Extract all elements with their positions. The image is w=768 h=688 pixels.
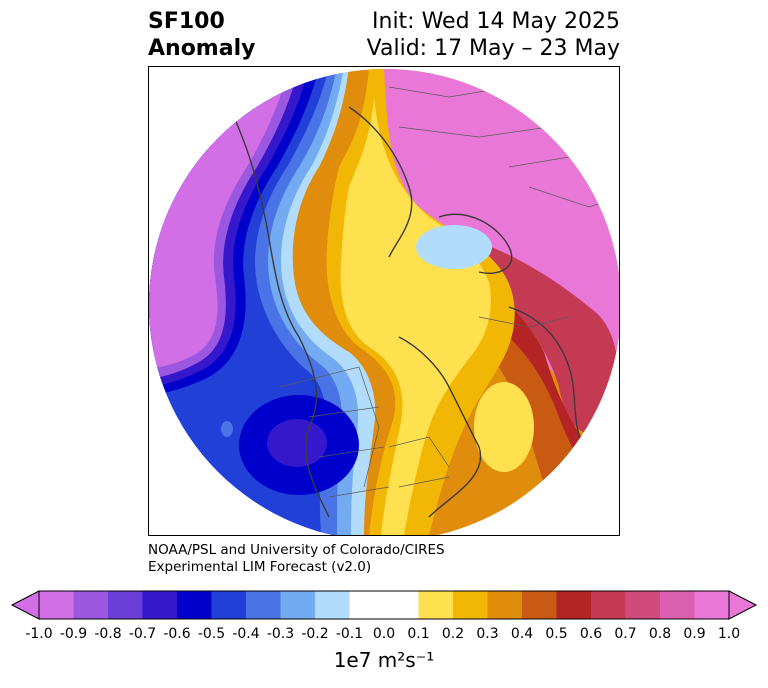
colorbar-cell <box>142 591 178 619</box>
colorbar-tick-label: 0.3 <box>476 626 499 642</box>
colorbar-tick-label: 0.4 <box>510 626 534 642</box>
colorbar-cell <box>556 591 592 619</box>
colorbar-tick-label: -0.1 <box>335 626 364 642</box>
colorbar-tick-label: 0.9 <box>683 626 706 642</box>
colorbar-cell <box>246 591 281 619</box>
colorbar-outline <box>38 590 730 620</box>
colorbar-cell <box>694 591 730 619</box>
small-blue-spot <box>221 421 233 437</box>
colorbar-cell <box>384 591 419 619</box>
colorbar-cell <box>625 591 661 619</box>
colorbar-cell <box>660 591 695 619</box>
colorbar <box>10 590 758 620</box>
polar-map <box>149 69 619 535</box>
low-center-core <box>267 419 327 467</box>
colorbar-cell <box>591 591 626 619</box>
colorbar-tick-label: -0.6 <box>163 626 191 642</box>
colorbar-tick-label: 0.7 <box>614 626 637 642</box>
asia-yellow-center <box>474 382 534 472</box>
colorbar-cell <box>177 591 212 619</box>
colorbar-cell <box>453 591 488 619</box>
colorbar-cells <box>39 591 730 619</box>
credit-line-1: NOAA/PSL and University of Colorado/CIRE… <box>148 542 445 558</box>
colorbar-tick-label: -0.8 <box>94 626 122 642</box>
title-type: Anomaly <box>148 36 256 61</box>
colorbar-high-extend-arrow <box>728 590 758 620</box>
colorbar-cell <box>487 591 523 619</box>
colorbar-tick-label: 1.0 <box>717 626 741 642</box>
colorbar-tick-label: 0.8 <box>648 626 672 642</box>
map-title: SF100 Anomaly <box>148 8 255 62</box>
credit-line-2: Experimental LIM Forecast (v2.0) <box>148 559 372 575</box>
colorbar-tick-labels: -1.0 -0.9 -0.8 -0.7 -0.6 -0.5 -0.4 -0.3 -0.2 -0.1… <box>0 626 768 646</box>
map-panel <box>148 66 620 536</box>
colorbar-tick-label: -0.3 <box>266 626 295 642</box>
arctic-yellow-ridge <box>340 97 491 535</box>
colorbar-tick-label: -1.0 <box>25 626 53 642</box>
title-variable: SF100 <box>148 9 225 34</box>
map-dates: Init: Wed 14 May 2025 Valid: 17 May – 23… <box>367 8 620 62</box>
colorbar-cell <box>73 591 109 619</box>
borders <box>278 86 619 498</box>
colorbar-cell <box>522 591 557 619</box>
colorbar-cell <box>418 591 454 619</box>
colorbar-tick-label: 0.2 <box>441 626 465 642</box>
credit-text: NOAA/PSL and University of Colorado/CIRE… <box>148 542 445 576</box>
colorbar-low-extend-arrow <box>10 590 40 620</box>
orange-dark-band <box>371 242 619 535</box>
colorbar-tick-label: -0.2 <box>301 626 329 642</box>
colorbar-units: 1e7 m²s⁻¹ <box>333 648 435 672</box>
colorbar-tick-label: 0.5 <box>545 626 568 642</box>
colorbar-tick-label: -0.5 <box>197 626 226 642</box>
colorbar-cell <box>108 591 143 619</box>
colorbar-tick-label: 0.1 <box>407 626 430 642</box>
colorbar-tick-label: 0.6 <box>579 626 603 642</box>
valid-range: Valid: 17 May – 23 May <box>366 36 620 61</box>
colorbar-tick-label: 0.0 <box>372 626 396 642</box>
colorbar-cell <box>211 591 247 619</box>
init-date: Init: Wed 14 May 2025 <box>372 9 620 34</box>
colorbar-tick-label: -0.4 <box>232 626 260 642</box>
colorbar-tick-label: -0.9 <box>59 626 88 642</box>
arctic-blue-pocket <box>416 225 492 269</box>
coastlines <box>228 106 590 518</box>
colorbar-cell <box>349 591 385 619</box>
colorbar-cell <box>280 591 316 619</box>
colorbar-cell <box>39 591 74 619</box>
colorbar-tick-label: -0.7 <box>128 626 157 642</box>
colorbar-cell <box>315 591 350 619</box>
